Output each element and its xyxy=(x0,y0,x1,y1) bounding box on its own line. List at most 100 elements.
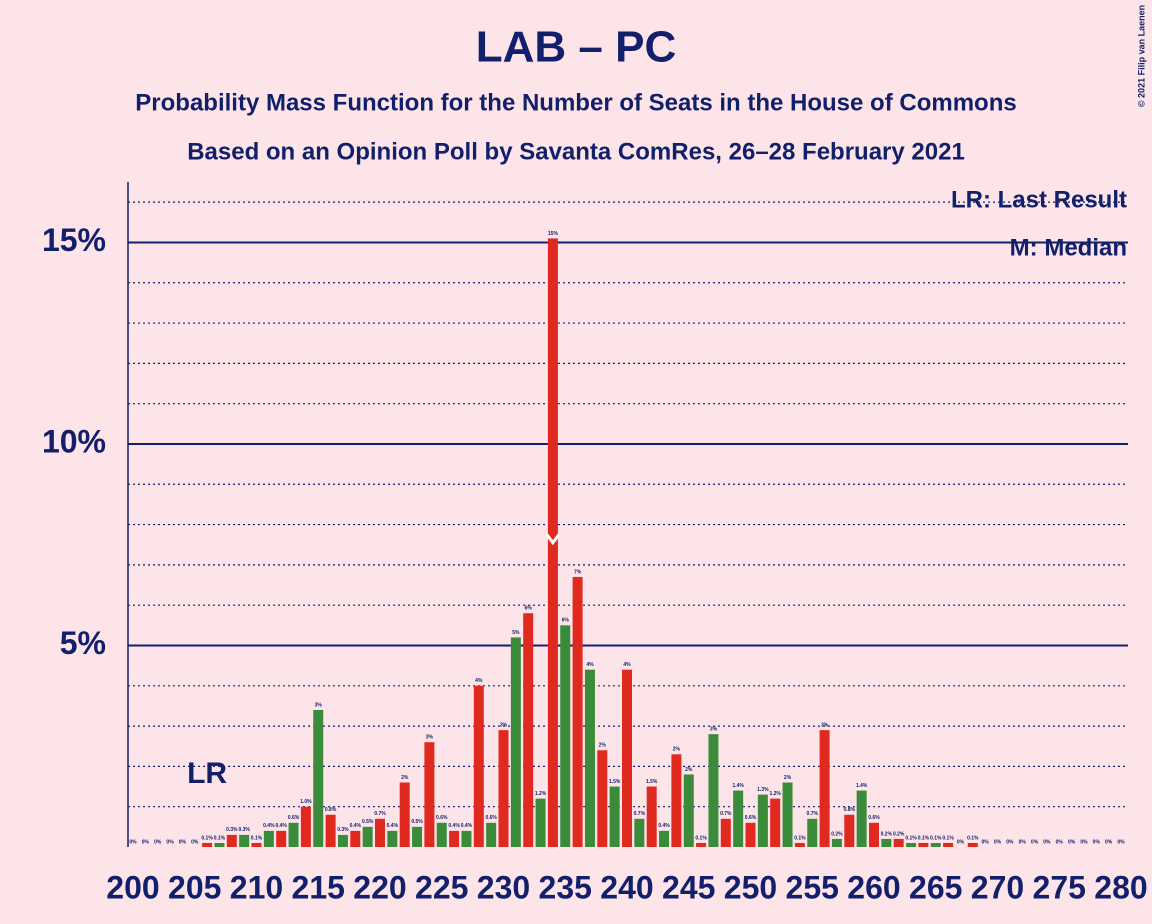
value-label: 0% xyxy=(1019,839,1027,845)
value-label: 1.5% xyxy=(609,779,621,785)
value-label: 2% xyxy=(784,775,792,781)
y-tick-label: 15% xyxy=(42,222,106,258)
value-label: 0% xyxy=(1080,839,1088,845)
value-label: 0.3% xyxy=(226,827,238,833)
value-label: 0.3% xyxy=(337,827,349,833)
legend-entry: M: Median xyxy=(1010,234,1127,261)
value-label: 0.1% xyxy=(251,835,263,841)
value-label: 0.4% xyxy=(263,823,275,829)
x-tick-label: 220 xyxy=(353,869,406,905)
bar xyxy=(486,822,497,847)
value-label: 2% xyxy=(401,775,409,781)
bar xyxy=(881,838,892,847)
bar xyxy=(597,750,608,847)
value-label: 15% xyxy=(548,231,559,237)
bar xyxy=(214,842,225,847)
bar xyxy=(288,822,299,847)
bar xyxy=(659,830,670,847)
value-label: 0.8% xyxy=(325,807,337,813)
value-label: 0.6% xyxy=(868,815,880,821)
value-label: 0.4% xyxy=(448,823,460,829)
bar xyxy=(609,786,620,847)
bar xyxy=(337,834,348,847)
bar xyxy=(733,790,744,847)
value-label: 0.4% xyxy=(350,823,362,829)
bar xyxy=(893,838,904,847)
bar xyxy=(325,814,336,847)
bar xyxy=(745,822,756,847)
bar xyxy=(584,669,595,847)
bar xyxy=(634,818,645,847)
bar xyxy=(399,782,410,847)
value-label: 0% xyxy=(994,839,1002,845)
value-label: 0.6% xyxy=(745,815,757,821)
bar xyxy=(708,734,719,847)
value-label: 3% xyxy=(426,735,434,741)
bar xyxy=(671,754,682,847)
bar xyxy=(263,830,274,847)
value-label: 0% xyxy=(179,839,187,845)
x-tick-label: 265 xyxy=(909,869,962,905)
bar xyxy=(523,613,534,847)
bar xyxy=(770,798,781,847)
value-label: 2% xyxy=(685,767,693,773)
value-label: 0% xyxy=(1056,839,1064,845)
bar xyxy=(226,834,237,847)
value-label: 0.4% xyxy=(387,823,399,829)
value-label: 3% xyxy=(710,726,718,732)
value-label: 0.1% xyxy=(695,835,707,841)
bar xyxy=(473,685,484,847)
x-tick-label: 230 xyxy=(477,869,530,905)
x-tick-label: 215 xyxy=(292,869,345,905)
x-tick-label: 250 xyxy=(724,869,777,905)
value-label: 4% xyxy=(475,678,483,684)
value-label: 0.4% xyxy=(461,823,473,829)
value-label: 0.1% xyxy=(905,835,917,841)
value-label: 0% xyxy=(1043,839,1051,845)
bar xyxy=(300,806,311,847)
bar xyxy=(831,838,842,847)
value-label: 0% xyxy=(1105,839,1113,845)
value-label: 0% xyxy=(1006,839,1014,845)
bar xyxy=(535,798,546,847)
value-label: 0.5% xyxy=(362,819,374,825)
value-label: 1.5% xyxy=(646,779,658,785)
copyright: © 2021 Filip van Laenen xyxy=(1136,5,1146,107)
value-label: 0.2% xyxy=(893,831,905,837)
value-label: 0.3% xyxy=(238,827,250,833)
x-tick-label: 270 xyxy=(971,869,1024,905)
value-label: 0% xyxy=(1117,839,1125,845)
bar xyxy=(276,830,287,847)
value-label: 2% xyxy=(599,743,607,749)
value-label: 0.1% xyxy=(967,835,979,841)
bar xyxy=(906,842,917,847)
bar xyxy=(387,830,398,847)
bar xyxy=(757,794,768,847)
value-label: 0.6% xyxy=(288,815,300,821)
bar xyxy=(646,786,657,847)
x-tick-label: 260 xyxy=(847,869,900,905)
chart-subtitle: Based on an Opinion Poll by Savanta ComR… xyxy=(187,138,965,165)
value-label: 1.2% xyxy=(535,791,547,797)
bar xyxy=(424,742,435,847)
bar xyxy=(202,842,213,847)
bar xyxy=(239,834,250,847)
value-label: 0.4% xyxy=(658,823,670,829)
y-tick-label: 5% xyxy=(60,625,106,661)
value-label: 0% xyxy=(191,839,199,845)
bar xyxy=(819,730,830,847)
bar xyxy=(350,830,361,847)
value-label: 0% xyxy=(166,839,174,845)
value-label: 1.3% xyxy=(757,787,769,793)
value-label: 0.7% xyxy=(720,811,732,817)
chart-title: LAB – PC xyxy=(476,23,676,72)
bar xyxy=(560,625,571,847)
bar xyxy=(720,818,731,847)
bar xyxy=(930,842,941,847)
value-label: 0.1% xyxy=(942,835,954,841)
x-tick-label: 210 xyxy=(230,869,283,905)
value-label: 0% xyxy=(1031,839,1039,845)
value-label: 0.1% xyxy=(930,835,942,841)
x-tick-label: 280 xyxy=(1094,869,1147,905)
